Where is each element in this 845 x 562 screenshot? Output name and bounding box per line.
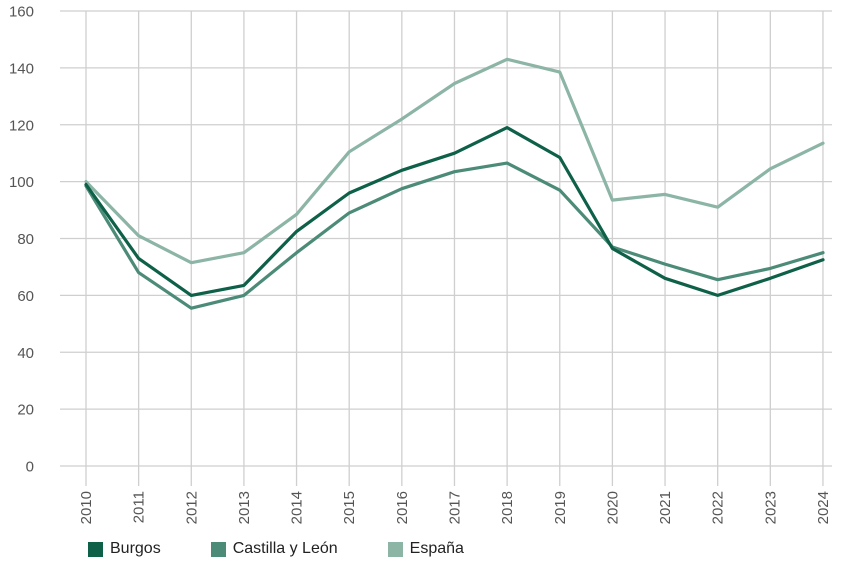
y-tick-label-160: 160 bbox=[9, 4, 34, 21]
legend-swatch-castilla-y-leon bbox=[210, 541, 226, 557]
x-tick-label-2012: 2012 bbox=[183, 491, 200, 524]
legend-item-castilla-y-leon: Castilla y León bbox=[210, 540, 338, 558]
x-tick-label-2015: 2015 bbox=[341, 491, 358, 524]
legend: Burgos Castilla y León España bbox=[88, 540, 514, 558]
legend-label-burgos: Burgos bbox=[110, 540, 161, 557]
y-axis-ticks: 0 20 40 60 80 100 120 140 160 bbox=[9, 4, 34, 476]
y-tick-label-40: 40 bbox=[17, 345, 34, 362]
legend-label-castilla-y-leon: Castilla y León bbox=[232, 540, 338, 557]
x-tick-label-2018: 2018 bbox=[499, 491, 516, 524]
series-line-burgos bbox=[84, 125, 825, 297]
x-tick-label-2017: 2017 bbox=[446, 491, 463, 524]
legend-swatch-burgos bbox=[88, 541, 103, 557]
series-line-espana bbox=[84, 57, 825, 265]
legend-item-burgos: Burgos bbox=[88, 540, 161, 558]
y-tick-label-140: 140 bbox=[9, 60, 34, 77]
x-tick-label-2023: 2023 bbox=[762, 491, 779, 524]
x-tick-label-2020: 2020 bbox=[604, 491, 621, 524]
x-tick-label-2011: 2011 bbox=[131, 491, 148, 523]
x-tick-label-2024: 2024 bbox=[815, 491, 832, 524]
x-tick-label-2019: 2019 bbox=[552, 491, 569, 524]
legend-swatch-espana bbox=[387, 541, 403, 557]
x-tick-label-2022: 2022 bbox=[710, 491, 727, 524]
legend-label-espana: España bbox=[409, 540, 464, 557]
series-lines bbox=[84, 57, 825, 310]
x-tick-label-2021: 2021 bbox=[657, 491, 674, 524]
y-tick-label-60: 60 bbox=[17, 288, 34, 305]
legend-item-espana: España bbox=[387, 540, 464, 558]
y-tick-label-120: 120 bbox=[9, 117, 34, 134]
x-tick-label-2010: 2010 bbox=[78, 491, 95, 524]
x-axis-ticks: 2010 2011 2012 2013 2014 2015 2016 2017 2018 2019… bbox=[78, 491, 832, 524]
series-line-castilla-y-leon bbox=[84, 161, 825, 310]
y-tick-label-0: 0 bbox=[26, 459, 34, 476]
y-tick-label-80: 80 bbox=[17, 231, 34, 248]
y-tick-label-100: 100 bbox=[9, 174, 34, 191]
y-tick-label-20: 20 bbox=[17, 402, 34, 419]
x-tick-label-2014: 2014 bbox=[289, 491, 306, 524]
x-tick-label-2013: 2013 bbox=[236, 491, 253, 524]
x-tick-label-2016: 2016 bbox=[394, 491, 411, 524]
grid bbox=[60, 10, 832, 486]
